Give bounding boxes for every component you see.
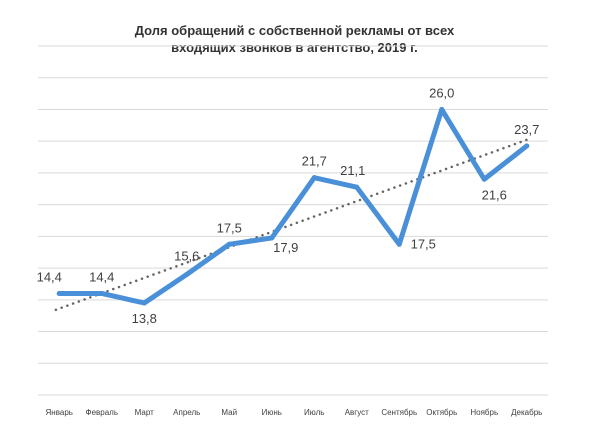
data-point-1 xyxy=(56,290,62,296)
data-point-2 xyxy=(99,290,105,296)
data-label-7: 21,7 xyxy=(302,154,327,169)
data-point-12 xyxy=(524,143,530,149)
data-label-2: 14,4 xyxy=(89,269,114,284)
data-label-6: 17,9 xyxy=(273,240,298,255)
data-label-1: 14,4 xyxy=(37,269,62,284)
data-point-4 xyxy=(184,271,190,277)
chart-title: Доля обращений с собственной рекламы от … xyxy=(0,22,589,56)
x-tick-label: Январь xyxy=(46,408,73,417)
x-tick-label: Май xyxy=(221,408,237,417)
data-point-7 xyxy=(311,175,317,181)
data-point-6 xyxy=(269,235,275,241)
chart-title-line-2: входящих звонков в агентство, 2019 г. xyxy=(171,40,418,55)
trendline xyxy=(54,137,532,312)
data-label-10: 26,0 xyxy=(429,85,454,100)
data-label-3: 13,8 xyxy=(132,311,157,326)
data-label-11: 21,6 xyxy=(482,187,507,202)
data-point-9 xyxy=(396,241,402,247)
x-tick-label: Июль xyxy=(304,408,324,417)
data-point-8 xyxy=(354,184,360,190)
data-point-10 xyxy=(439,106,445,112)
x-tick-label: Ноябрь xyxy=(470,408,498,417)
x-tick-label: Август xyxy=(345,408,369,417)
series-line xyxy=(56,106,530,306)
data-point-11 xyxy=(481,176,487,182)
data-point-3 xyxy=(141,300,147,306)
x-tick-label: Апрель xyxy=(173,408,200,417)
data-label-4: 15,6 xyxy=(174,248,199,263)
x-tick-label: Февраль xyxy=(85,408,118,417)
data-point-5 xyxy=(226,241,232,247)
data-label-9: 17,5 xyxy=(411,236,436,251)
chart-title-line-1: Доля обращений с собственной рекламы от … xyxy=(134,23,455,38)
data-label-5: 17,5 xyxy=(217,220,242,235)
x-tick-label: Декабрь xyxy=(511,408,542,417)
x-tick-label: Сентябрь xyxy=(381,408,417,417)
x-tick-label: Март xyxy=(135,408,154,417)
data-label-8: 21,1 xyxy=(340,163,365,178)
data-label-12: 23,7 xyxy=(514,122,539,137)
x-tick-label: Июнь xyxy=(262,408,282,417)
x-tick-label: Октябрь xyxy=(426,408,457,417)
